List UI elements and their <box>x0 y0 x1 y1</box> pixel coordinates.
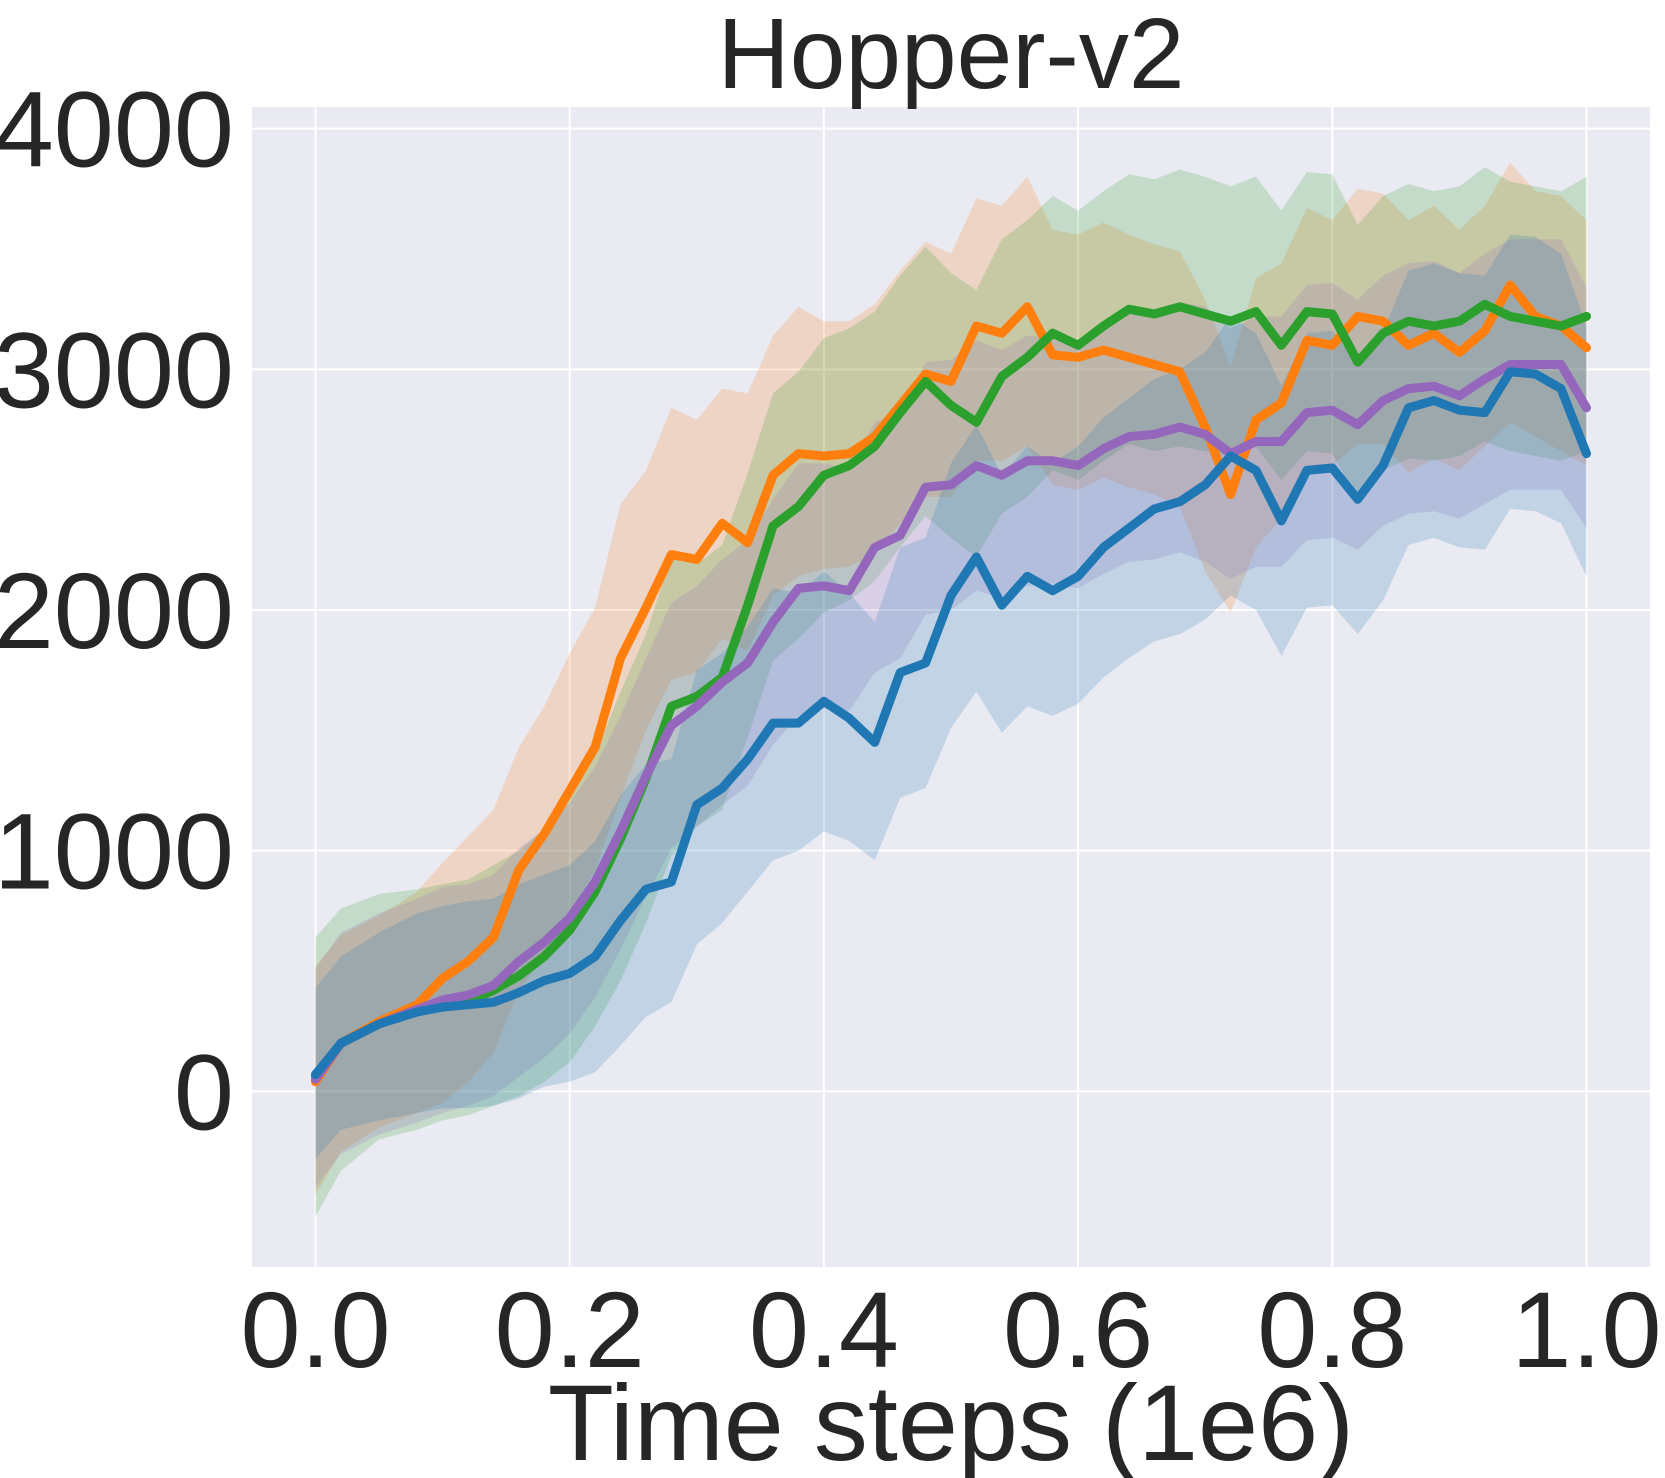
band-series-2 <box>315 239 1587 1188</box>
band-series-1 <box>315 167 1587 1217</box>
line-series-1 <box>311 299 1591 1082</box>
band-series-3 <box>315 234 1587 1159</box>
band-series-0 <box>315 162 1587 1195</box>
line-series-0 <box>311 280 1591 1087</box>
grid-lines <box>252 107 1650 1267</box>
y-tick-label: 4000 <box>0 69 234 190</box>
x-tick-labels: 0.0 0.2 0.4 0.6 0.8 1.0 <box>240 1269 1661 1390</box>
confidence-bands <box>315 162 1587 1217</box>
y-tick-label: 3000 <box>0 309 234 430</box>
chart-title: Hopper-v2 <box>718 0 1185 110</box>
x-tick-label: 0.4 <box>749 1269 899 1390</box>
y-tick-labels: 0 1000 2000 3000 4000 <box>0 69 234 1153</box>
x-tick-label: 0.8 <box>1257 1269 1407 1390</box>
y-tick-label: 2000 <box>0 550 234 671</box>
series-lines <box>311 280 1591 1087</box>
x-tick-label: 0.6 <box>1003 1269 1153 1390</box>
line-series-3 <box>311 367 1591 1079</box>
plot-background <box>252 107 1650 1267</box>
x-tick-label: 1.0 <box>1511 1269 1661 1390</box>
x-axis-label: Time steps (1e6) <box>548 1362 1354 1478</box>
x-tick-label: 0.0 <box>240 1269 390 1390</box>
y-tick-label: 0 <box>174 1031 234 1152</box>
line-series-2 <box>311 360 1591 1084</box>
y-tick-label: 1000 <box>0 791 234 912</box>
x-tick-label: 0.2 <box>495 1269 645 1390</box>
